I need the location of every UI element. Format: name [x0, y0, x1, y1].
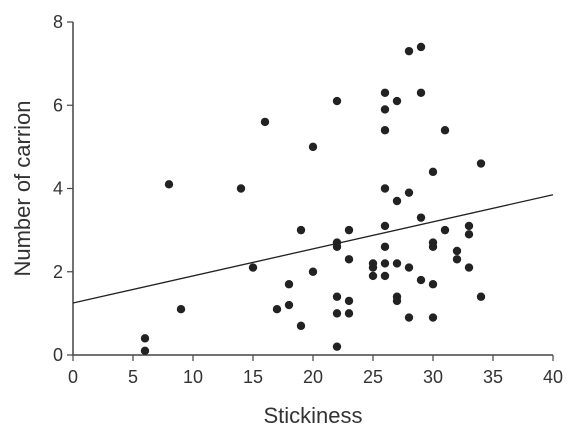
data-point — [404, 46, 414, 56]
data-point — [404, 263, 414, 272]
data-point — [440, 225, 450, 235]
y-tick-label: 0 — [53, 345, 63, 365]
y-tick-label: 4 — [53, 179, 63, 199]
data-point — [428, 242, 438, 251]
data-point — [380, 242, 390, 251]
data-points — [140, 42, 486, 356]
data-point — [392, 96, 402, 106]
x-tick-label: 40 — [543, 367, 563, 387]
data-point — [404, 313, 414, 322]
data-point — [332, 292, 342, 301]
data-point — [476, 292, 486, 301]
data-point — [416, 213, 426, 222]
data-point — [392, 259, 402, 268]
data-point — [164, 180, 174, 189]
x-tick-label: 15 — [243, 367, 263, 387]
data-point — [452, 255, 462, 264]
data-point — [404, 188, 414, 197]
data-point — [248, 263, 258, 272]
data-point — [284, 300, 294, 310]
data-point — [392, 296, 402, 306]
data-point — [344, 296, 354, 306]
data-point — [308, 267, 318, 276]
x-tick-label: 5 — [128, 367, 138, 387]
data-point — [440, 126, 450, 135]
data-point — [332, 242, 342, 251]
data-point — [428, 167, 438, 177]
data-point — [464, 230, 474, 239]
y-tick-label: 6 — [53, 95, 63, 115]
y-tick-label: 8 — [53, 12, 63, 32]
x-tick-label: 10 — [183, 367, 203, 387]
data-point — [272, 305, 282, 314]
data-point — [344, 309, 354, 318]
data-point — [416, 88, 426, 97]
x-tick-label: 35 — [483, 367, 503, 387]
regression-line-layer — [72, 194, 554, 304]
data-point — [452, 246, 462, 256]
x-tick-label: 30 — [423, 367, 443, 387]
data-point — [380, 88, 390, 97]
data-point — [176, 305, 186, 314]
data-point — [140, 334, 150, 343]
x-tick-label: 0 — [68, 367, 78, 387]
axes: 0 5 10 15 20 25 30 35 40 0 2 4 6 8 — [53, 12, 563, 387]
data-point — [332, 342, 342, 351]
data-point — [296, 225, 306, 235]
data-point — [236, 184, 246, 193]
data-point — [380, 271, 390, 281]
data-point — [308, 142, 318, 152]
x-tick-label: 25 — [363, 367, 383, 387]
data-point — [284, 280, 294, 289]
y-axis-title: Number of carrion — [10, 100, 35, 276]
data-point — [416, 42, 426, 52]
data-point — [464, 221, 474, 231]
data-point — [464, 263, 474, 272]
data-point — [380, 105, 390, 114]
data-point — [332, 309, 342, 318]
data-point — [368, 263, 378, 272]
data-point — [368, 271, 378, 281]
data-point — [392, 196, 402, 206]
data-point — [260, 117, 270, 127]
data-point — [344, 225, 354, 235]
data-point — [332, 96, 342, 106]
data-point — [380, 184, 390, 193]
regression-line — [72, 194, 554, 304]
data-point — [296, 321, 306, 331]
data-point — [428, 313, 438, 322]
data-point — [380, 221, 390, 231]
x-axis-title: Stickiness — [263, 403, 362, 428]
data-point — [380, 259, 390, 268]
data-point — [344, 255, 354, 264]
data-point — [428, 280, 438, 289]
y-tick-label: 2 — [53, 262, 63, 282]
data-point — [140, 346, 150, 356]
data-point — [416, 275, 426, 285]
x-tick-label: 20 — [303, 367, 323, 387]
data-point — [476, 159, 486, 168]
data-point — [380, 126, 390, 135]
